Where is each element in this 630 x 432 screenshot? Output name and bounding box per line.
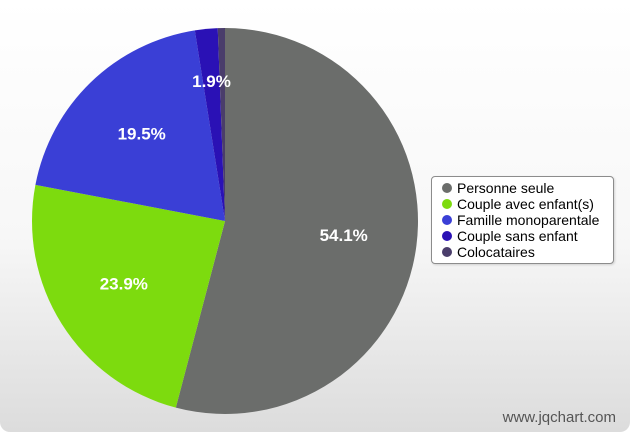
pie-slice-4[interactable] [217,28,225,221]
legend-swatch-colocataires [442,247,452,257]
legend-swatch-famille-monoparentale [442,215,452,225]
pie-slice-1[interactable] [32,184,226,408]
legend-swatch-couple-sans-enfant [442,231,452,241]
pie-slice-2[interactable] [35,30,225,221]
legend-label: Couple avec enfant(s) [457,196,594,212]
legend-label: Personne seule [457,180,555,196]
slice-value-label-1: 23.9% [100,274,148,293]
legend-label: Couple sans enfant [457,228,578,244]
pie-slice-3[interactable] [194,28,225,221]
legend-item-couple-sans-enfant[interactable]: Couple sans enfant [442,228,605,244]
legend-label: Famille monoparentale [457,212,600,228]
legend: Personne seule Couple avec enfant(s) Fam… [431,176,614,264]
watermark: www.jqchart.com [502,409,616,426]
pie-slice-0[interactable] [175,28,419,414]
legend-swatch-personne-seule [442,183,452,193]
legend-item-personne-seule[interactable]: Personne seule [442,180,605,196]
legend-item-famille-monoparentale[interactable]: Famille monoparentale [442,212,605,228]
slice-value-label-0: 54.1% [320,226,368,245]
legend-item-couple-avec-enfants[interactable]: Couple avec enfant(s) [442,196,605,212]
slice-value-label-2: 19.5% [118,125,166,144]
legend-item-colocataires[interactable]: Colocataires [442,244,605,260]
legend-swatch-couple-avec-enfants [442,199,452,209]
slice-value-label-3: 1.9% [192,72,231,91]
legend-label: Colocataires [457,244,535,260]
